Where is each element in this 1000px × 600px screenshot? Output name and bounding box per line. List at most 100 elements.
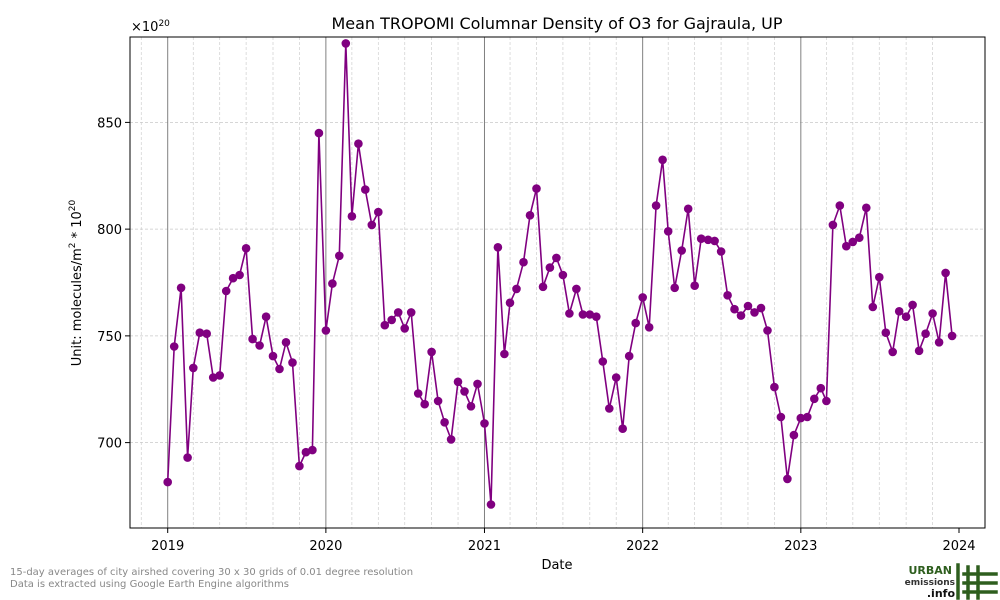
data-point (862, 203, 871, 213)
y-offset-exp: 20 (158, 19, 170, 29)
data-point (651, 201, 661, 210)
data-point (901, 312, 911, 322)
data-point (934, 338, 944, 347)
data-point (255, 341, 264, 350)
y-tick-label: 700 (97, 437, 122, 452)
data-point (413, 389, 423, 398)
data-point (585, 310, 595, 319)
data-point (908, 300, 917, 310)
data-point (796, 413, 806, 423)
data-point (743, 301, 753, 311)
data-point (460, 387, 469, 396)
data-point (928, 309, 937, 318)
data-point (736, 311, 746, 320)
data-point (763, 326, 772, 335)
data-point (221, 286, 231, 296)
data-point (301, 447, 311, 457)
data-point (618, 424, 627, 434)
data-point (314, 128, 324, 138)
data-point (941, 268, 950, 278)
data-point (440, 418, 449, 427)
data-point (888, 347, 897, 357)
data-point (803, 412, 812, 422)
data-point (770, 382, 779, 392)
data-point (500, 349, 509, 359)
footnote-resolution: 15-day averages of city airshed covering… (10, 567, 414, 578)
data-point (894, 307, 904, 316)
y-axis-label-exp: 20 (68, 199, 78, 211)
data-point (532, 184, 541, 193)
data-point (638, 293, 647, 302)
data-point (658, 155, 667, 165)
data-point (696, 234, 706, 243)
data-point (486, 500, 496, 509)
data-point (816, 383, 826, 393)
x-tick-label: 2024 (942, 539, 975, 554)
x-tick-label: 2023 (784, 539, 817, 554)
data-point (789, 430, 799, 440)
data-point (525, 211, 535, 220)
data-point (710, 236, 719, 246)
data-point (572, 284, 581, 294)
data-point (683, 204, 693, 214)
data-point (605, 404, 614, 413)
data-point (538, 282, 548, 292)
data-point (248, 334, 257, 344)
urbanemissions-logo: URBAN emissions .info (905, 563, 998, 600)
data-point (393, 308, 403, 317)
data-point (473, 379, 482, 389)
data-point (275, 364, 284, 374)
data-point (328, 279, 337, 288)
data-point (756, 303, 766, 313)
data-point (361, 185, 370, 194)
data-point (730, 304, 739, 314)
y-tick-label: 750 (97, 330, 122, 345)
data-point (335, 251, 344, 261)
data-point (644, 323, 654, 332)
x-tick-label: 2020 (309, 539, 342, 554)
chart-title: Mean TROPOMI Columnar Density of O3 for … (331, 14, 782, 33)
data-point (347, 212, 357, 221)
data-point (848, 237, 858, 247)
data-point (810, 394, 819, 404)
y-tick-label: 850 (97, 116, 122, 131)
data-point (446, 435, 456, 444)
data-point (914, 346, 924, 356)
y-axis-label-text: Unit: molecules/m (70, 248, 85, 366)
data-point (598, 357, 608, 366)
y-axis-label: Unit: molecules/m2 * 1020 (68, 199, 85, 366)
data-point (235, 270, 244, 280)
data-point (875, 272, 884, 282)
data-point (947, 331, 957, 341)
data-point (776, 412, 786, 422)
data-point (677, 246, 686, 255)
data-point (380, 320, 390, 330)
data-point (828, 220, 838, 230)
data-point (723, 291, 732, 300)
data-point (195, 328, 205, 338)
data-point (215, 371, 224, 380)
grid (130, 37, 986, 528)
data-point (512, 284, 521, 294)
data-point (663, 227, 673, 236)
logo-text-info: .info (927, 587, 956, 600)
data-point (842, 241, 851, 251)
x-axis-label: Date (541, 558, 572, 573)
data-point (387, 315, 397, 325)
y-axis-label-mid: * 10 (70, 211, 85, 242)
data-point (505, 298, 515, 308)
y-axis: 700 750 800 850 (97, 116, 130, 452)
data-point (716, 247, 726, 256)
data-point (163, 477, 172, 487)
data-point (670, 283, 679, 293)
data-point (703, 235, 713, 245)
data-point (631, 318, 640, 328)
data-point (406, 308, 416, 317)
data-point (189, 363, 198, 373)
data-point (868, 302, 878, 312)
data-point (268, 351, 278, 361)
plot-frame (129, 36, 986, 529)
data-point (565, 309, 574, 318)
data-point (558, 270, 568, 280)
data-point (321, 326, 331, 335)
